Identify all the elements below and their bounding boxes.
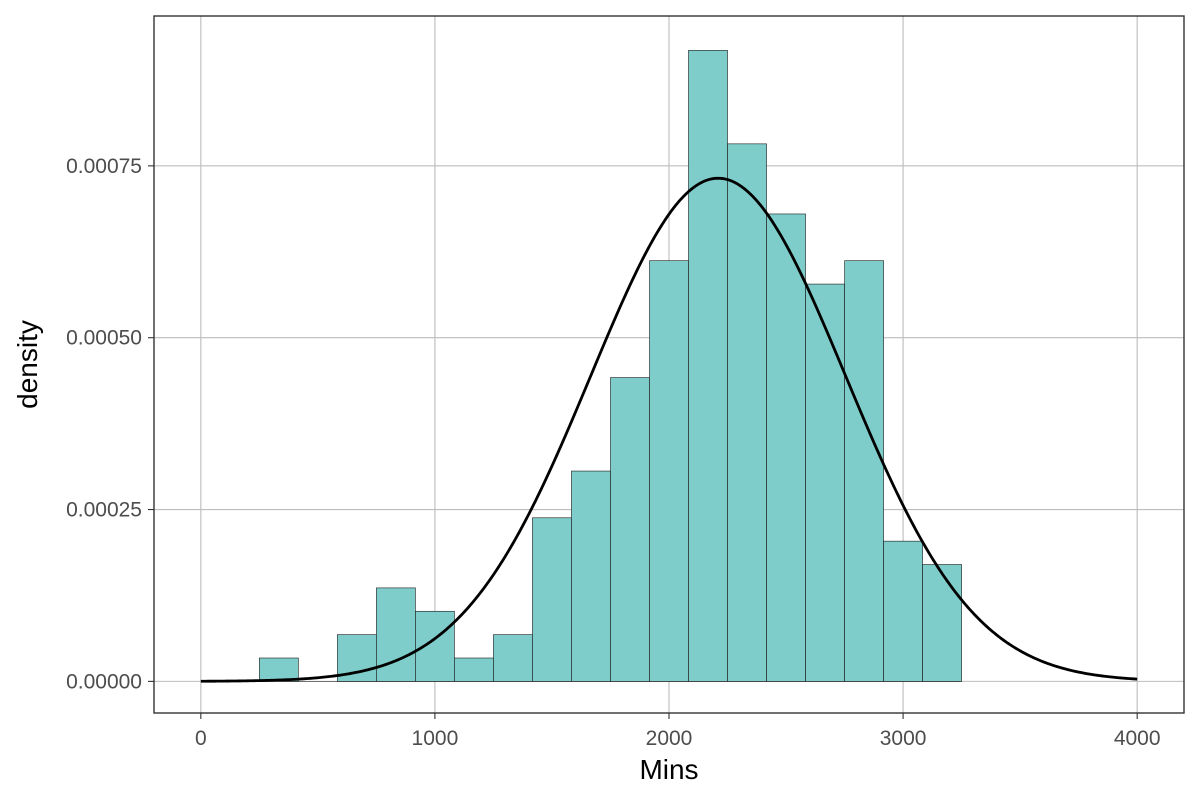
x-axis-tick-labels: 0 1000 2000 3000 4000 bbox=[195, 727, 1161, 750]
x-tick-label: 1000 bbox=[412, 727, 459, 750]
histogram-bar bbox=[610, 377, 650, 682]
y-axis-tick-labels: 0.00000 0.00025 0.00050 0.00075 bbox=[66, 155, 142, 694]
x-tick-label: 4000 bbox=[1114, 727, 1161, 750]
normal-density-curve bbox=[200, 176, 1138, 683]
axis-ticks bbox=[148, 165, 1138, 719]
histogram-bar bbox=[571, 470, 611, 682]
histogram-bar bbox=[649, 260, 689, 682]
x-tick-label: 0 bbox=[195, 727, 207, 750]
x-tick-label: 3000 bbox=[880, 727, 927, 750]
histogram-bar bbox=[454, 657, 494, 682]
histogram-bar bbox=[922, 564, 962, 682]
x-tick-label: 2000 bbox=[646, 727, 693, 750]
histogram-bar bbox=[376, 587, 416, 682]
histogram-bar bbox=[532, 517, 572, 682]
histogram-bar bbox=[727, 143, 767, 682]
histogram-bar bbox=[493, 634, 533, 682]
density-curve-layer bbox=[200, 176, 1138, 683]
histogram-bar bbox=[766, 213, 806, 682]
histogram-bar bbox=[844, 260, 884, 682]
y-tick-label: 0.00050 bbox=[66, 327, 142, 350]
x-axis-title: Mins bbox=[639, 754, 698, 785]
y-axis-title: density bbox=[12, 320, 43, 409]
histogram-bar bbox=[883, 540, 923, 682]
y-tick-label: 0.00075 bbox=[66, 155, 142, 178]
histogram-bar bbox=[688, 50, 728, 682]
histogram-bar bbox=[805, 283, 845, 682]
y-tick-label: 0.00025 bbox=[66, 499, 142, 522]
histogram-bar bbox=[259, 657, 299, 682]
histogram-bars bbox=[259, 50, 962, 682]
y-tick-label: 0.00000 bbox=[66, 670, 142, 693]
